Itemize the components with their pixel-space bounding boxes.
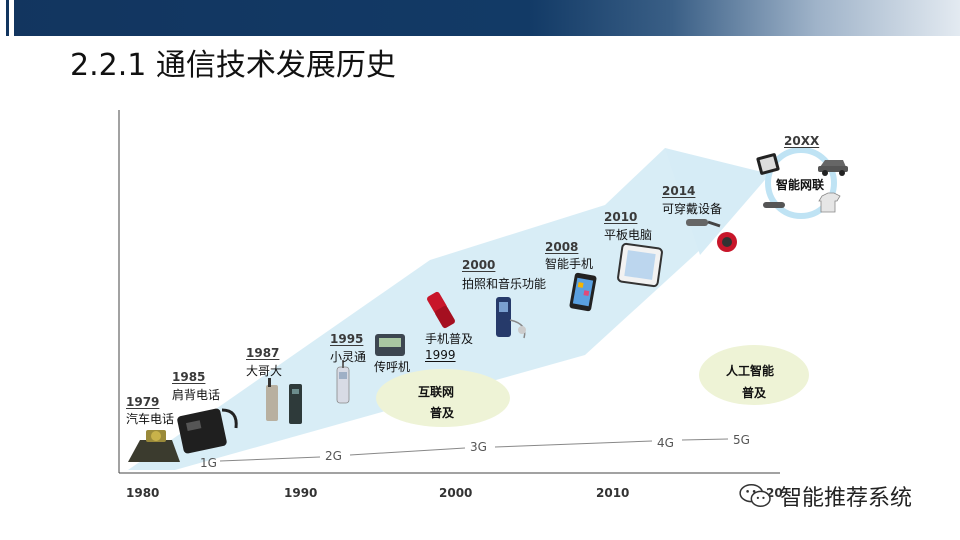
internet-ellipse (376, 369, 510, 427)
slide-title: 2.2.1 通信技术发展历史 (70, 48, 396, 83)
milestone-label-2000: 拍照和音乐功能 (462, 277, 547, 291)
smartphone-icon (569, 272, 597, 312)
milestone-year-1985: 1985 (172, 370, 206, 384)
milestone-label-1979: 汽车电话 (126, 412, 175, 426)
milestone-label-1999: 手机普及 (425, 332, 474, 346)
milestone-label-2008: 智能手机 (545, 257, 594, 271)
milestone-year-2010: 2010 (604, 210, 638, 224)
milestone-year-1979: 1979 (126, 395, 160, 409)
connected-car-icon (818, 160, 848, 176)
tablet-icon (617, 242, 663, 288)
watermark-text: 智能推荐系统 (780, 486, 913, 511)
milestone-year-2014: 2014 (662, 184, 696, 198)
milestone-year-2000: 2000 (462, 258, 496, 272)
milestone-label-20xx: 智能网联 (776, 178, 825, 192)
brick-phone-icon (266, 378, 302, 424)
growth-arrow-head (665, 148, 770, 255)
connected-shirt-icon (818, 192, 841, 213)
axis-year-1980: 1980 (126, 486, 160, 500)
backpack-phone-icon (177, 408, 238, 454)
gen-label-2g: 2G (325, 449, 342, 463)
connected-tablet-icon (756, 153, 780, 175)
wechat-icon (739, 484, 771, 508)
gen-line-2g-3g (349, 447, 466, 456)
axis-year-2010: 2010 (596, 486, 630, 500)
gen-label-4g: 4G (657, 436, 674, 450)
smart-glasses-icon (686, 219, 721, 228)
ai-ellipse-line2: 普及 (742, 386, 767, 400)
milestone-label-1987: 大哥大 (246, 364, 283, 378)
phs-phone-icon (336, 360, 350, 404)
header-accent (0, 0, 14, 36)
milestone-label-2010: 平板电脑 (604, 228, 653, 242)
milestone-year-1999: 1999 (425, 348, 456, 362)
gen-label-5g: 5G (733, 433, 750, 447)
gen-line-3g-4g (494, 440, 653, 448)
milestone-label-1985: 肩背电话 (172, 388, 221, 402)
internet-ellipse-line1: 互联网 (418, 385, 455, 399)
milestone-label-pager: 传呼机 (374, 360, 411, 374)
car-phone-icon (128, 430, 180, 462)
iot-ring (765, 147, 837, 219)
ai-ellipse (699, 345, 809, 405)
axis-year-1990: 1990 (284, 486, 318, 500)
watermark: 智能推荐系统 (738, 480, 912, 512)
milestone-year-1995: 1995 (330, 332, 364, 346)
camera-phone-icon (496, 297, 526, 339)
flip-phone-icon (427, 291, 455, 329)
milestone-label-1995: 小灵通 (330, 350, 367, 364)
internet-ellipse-line2: 普及 (430, 406, 455, 420)
connected-glasses-icon (763, 202, 785, 208)
milestone-year-2008: 2008 (545, 240, 579, 254)
gen-line-4g-5g (681, 438, 729, 441)
axis-year-2000: 2000 (439, 486, 473, 500)
milestone-year-20xx: 20XX (784, 134, 820, 148)
milestone-label-2014: 可穿戴设备 (662, 202, 723, 216)
gen-label-1g: 1G (200, 456, 217, 470)
pager-icon (375, 334, 405, 356)
ai-ellipse-line1: 人工智能 (726, 364, 775, 378)
gen-label-3g: 3G (470, 440, 487, 454)
header-bar (0, 0, 960, 36)
gen-line-1g-2g (219, 456, 321, 462)
milestone-year-1987: 1987 (246, 346, 280, 360)
smartwatch-icon (717, 232, 737, 252)
